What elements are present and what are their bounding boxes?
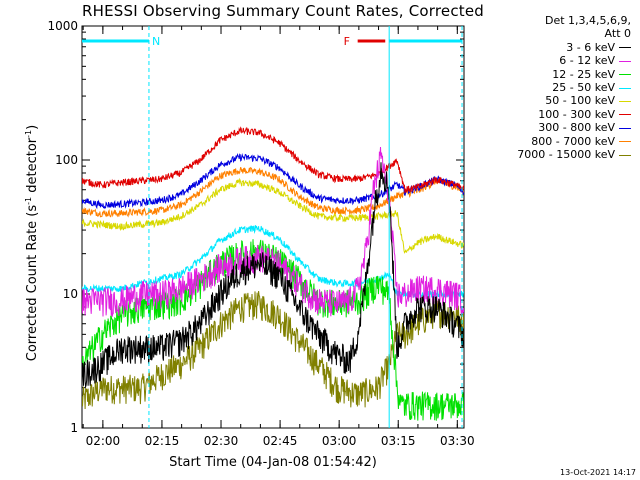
- legend-swatch: [619, 74, 631, 76]
- state-bar-label-0: N: [152, 35, 160, 48]
- series-path: [82, 146, 464, 317]
- generation-timestamp: 13-Oct-2021 14:17: [560, 468, 636, 477]
- legend-header-line-1: Det 1,3,4,5,6,9,: [544, 14, 631, 27]
- x-tick-label: 03:00: [321, 434, 357, 448]
- y-tick-label: 100: [55, 153, 78, 167]
- legend-swatch: [619, 60, 631, 62]
- series-path: [82, 225, 464, 299]
- series-path: [82, 126, 464, 194]
- y-tick-label: 1: [70, 421, 78, 435]
- chart-legend: Det 1,3,4,5,6,9, Att 0 3 - 6 keV 6 - 12 k…: [517, 14, 631, 161]
- legend-label: 6 - 12 keV: [559, 54, 615, 68]
- legend-label: 100 - 300 keV: [538, 107, 615, 121]
- legend-label: 25 - 50 keV: [552, 81, 615, 95]
- legend-item: 12 - 25 keV: [517, 68, 631, 81]
- series-line-5: [82, 126, 464, 194]
- series-line-3: [82, 225, 464, 299]
- y-tick-label: 10: [62, 287, 78, 301]
- series-line-6: [82, 152, 464, 210]
- legend-swatch: [619, 114, 631, 116]
- y-tick-label: 1000: [47, 19, 78, 33]
- x-tick-label: 03:30: [440, 434, 475, 448]
- legend-swatch: [619, 127, 631, 129]
- series-path: [82, 152, 464, 210]
- x-tick-label: 02:30: [203, 434, 239, 448]
- legend-item: 300 - 800 keV: [517, 121, 631, 134]
- series-line-8: [82, 290, 464, 410]
- x-axis-label: Start Time (04-Jan-08 01:54:42): [169, 455, 377, 470]
- legend-header-line-2: Att 0: [604, 27, 631, 41]
- state-bar-label-2: F: [344, 35, 350, 48]
- series-path: [82, 166, 464, 218]
- legend-item: 25 - 50 keV: [517, 81, 631, 94]
- legend-label: 300 - 800 keV: [538, 121, 615, 135]
- series-line-7: [82, 166, 464, 218]
- series-line-4: [82, 177, 464, 254]
- x-tick-label: 03:15: [380, 434, 416, 448]
- legend-label: 800 - 7000 keV: [531, 134, 615, 148]
- legend-label: 3 - 6 keV: [566, 40, 615, 54]
- x-tick-label: 02:45: [262, 434, 298, 448]
- legend-item: 3 - 6 keV: [517, 41, 631, 54]
- legend-swatch: [619, 141, 631, 143]
- series-line-1: [82, 146, 464, 317]
- series-path: [82, 162, 464, 388]
- series-line-0: [82, 162, 464, 388]
- series-path: [82, 177, 464, 254]
- legend-label: 7000 - 15000 keV: [517, 148, 615, 162]
- legend-swatch: [619, 100, 631, 102]
- legend-item: 50 - 100 keV: [517, 94, 631, 107]
- plot-frame: [81, 25, 465, 429]
- legend-swatch: [619, 47, 631, 49]
- x-tick-label: 02:15: [144, 434, 180, 448]
- legend-label: 12 - 25 keV: [552, 67, 615, 81]
- legend-item: 800 - 7000 keV: [517, 135, 631, 148]
- legend-item: 100 - 300 keV: [517, 108, 631, 121]
- legend-swatch: [619, 87, 631, 89]
- legend-swatch: [619, 154, 631, 156]
- series-path: [82, 290, 464, 410]
- x-tick-label: 02:00: [85, 434, 121, 448]
- legend-item: 7000 - 15000 keV: [517, 148, 631, 161]
- chart-title: RHESSI Observing Summary Count Rates, Co…: [82, 2, 485, 20]
- legend-item: 6 - 12 keV: [517, 54, 631, 67]
- legend-label: 50 - 100 keV: [545, 94, 615, 108]
